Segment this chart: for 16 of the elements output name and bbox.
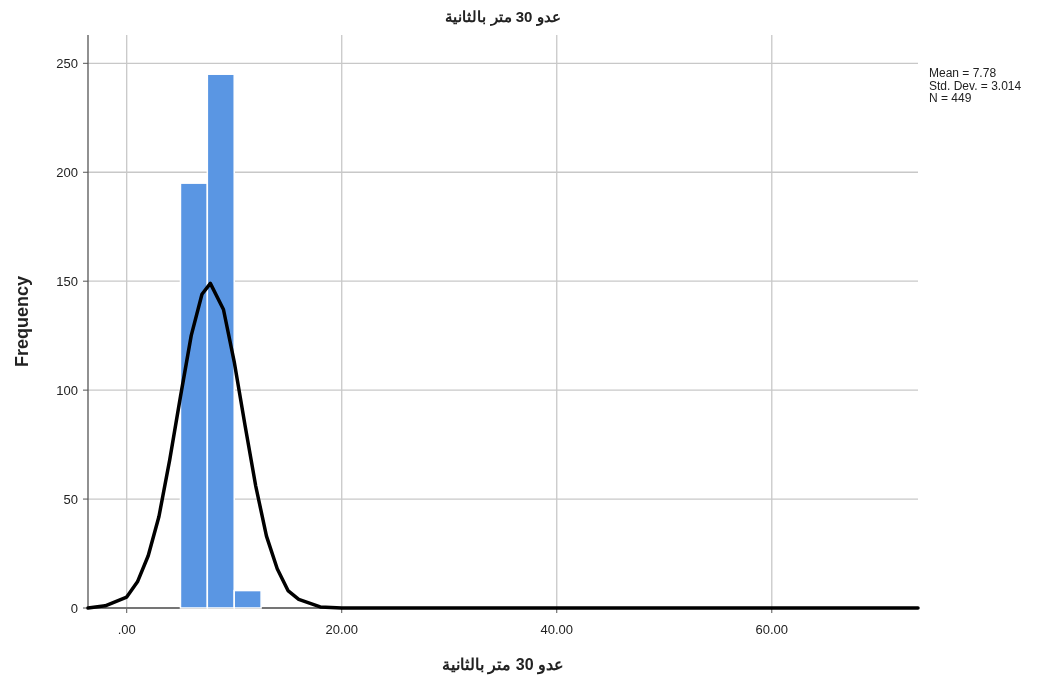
x-tick-label: 20.00 [325,622,358,637]
y-tick-label: 100 [56,383,78,399]
text: N = 449 [929,91,972,105]
y-tick-label: 50 [63,492,78,508]
y-tick-label: 200 [56,165,78,181]
y-tick-label: 250 [56,56,78,72]
chart-title: عدو 30 متر بالثانية [445,8,561,26]
text: Std. Dev. = 3.014 [929,78,1022,93]
y-tick-label: 150 [56,274,78,290]
text: Mean = 7.78 [929,66,997,80]
y-tick-label: 0 [70,601,78,616]
x-axis-title: عدو 30 متر بالثانية [441,656,565,675]
x-tick-label: 60.00 [755,622,789,637]
y-axis-title: Frequency [12,275,32,368]
x-tick-label: .00 [117,622,136,637]
x-tick-label: 40.00 [540,622,574,637]
